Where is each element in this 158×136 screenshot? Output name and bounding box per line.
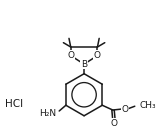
Text: O: O [94,51,101,60]
Text: CH₃: CH₃ [140,101,156,110]
Text: H₂N: H₂N [39,109,56,118]
Text: HCl: HCl [5,99,23,109]
Text: O: O [67,51,74,60]
Text: O: O [110,119,117,128]
Text: O: O [122,105,129,114]
Text: B: B [81,60,87,69]
